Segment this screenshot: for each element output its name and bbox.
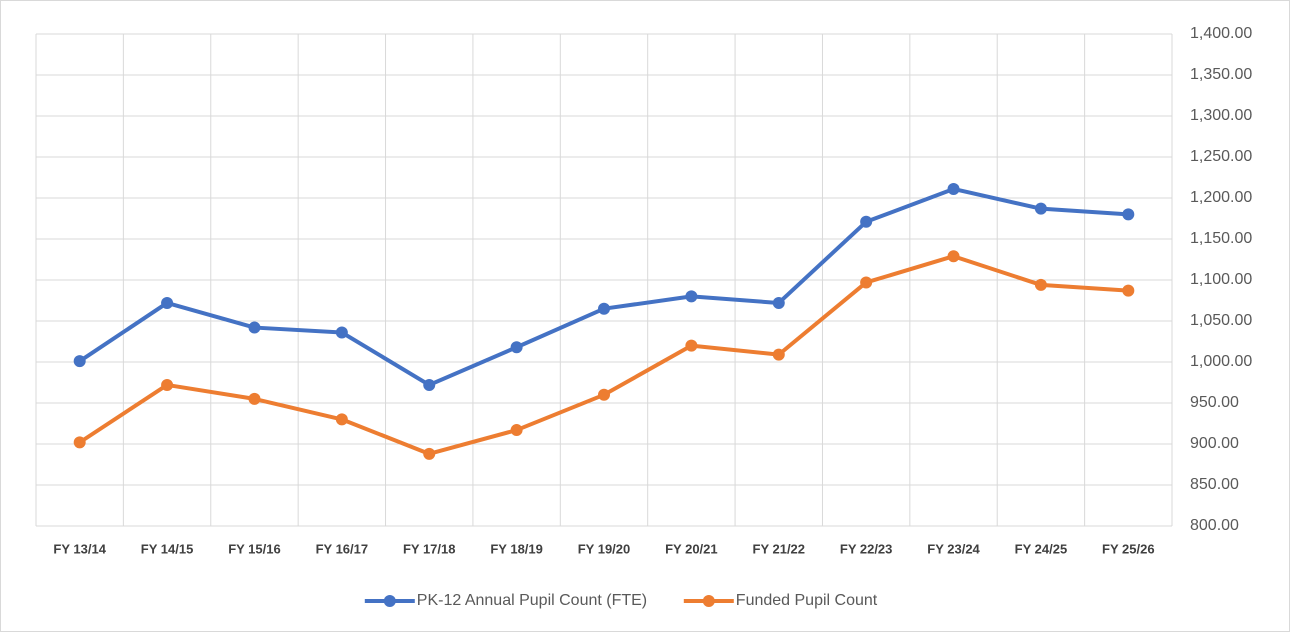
series-marker [161,296,174,309]
series-marker [947,182,960,195]
series-marker [510,341,523,354]
series-marker [335,413,348,426]
series-marker [73,355,86,368]
y-tick-label: 1,100.00 [1190,271,1252,288]
y-tick-label: 850.00 [1190,476,1239,493]
x-tick-label: FY 17/18 [403,541,456,556]
series-marker [423,447,436,460]
y-tick-label: 1,200.00 [1190,189,1252,206]
series-marker [248,321,261,334]
series-marker [860,215,873,228]
series-marker [248,392,261,405]
series-marker [598,302,610,315]
x-tick-label: FY 21/22 [753,541,806,556]
series-marker [860,276,873,289]
x-tick-label: FY 23/24 [927,541,980,556]
legend-label: Funded Pupil Count [736,592,878,609]
y-tick-label: 1,350.00 [1190,66,1252,83]
series-marker [772,296,785,309]
series-marker [1034,202,1047,215]
y-tick-label: 1,000.00 [1190,353,1252,370]
x-tick-label: FY 15/16 [228,541,281,556]
y-tick-label: 950.00 [1190,394,1239,411]
y-tick-label: 1,050.00 [1190,312,1252,329]
y-tick-label: 1,250.00 [1190,148,1252,165]
y-tick-label: 1,150.00 [1190,230,1252,247]
series-marker [161,378,174,391]
series-marker [335,326,348,339]
series-marker [423,378,436,391]
series-marker [1122,284,1135,297]
series-marker [1034,278,1047,291]
y-tick-label: 1,300.00 [1190,107,1252,124]
x-tick-label: FY 20/21 [665,541,718,556]
series-marker [772,348,785,361]
series-marker [685,339,698,352]
series-marker [1122,208,1135,221]
x-tick-label: FY 22/23 [840,541,893,556]
legend-marker [383,595,396,607]
y-tick-label: 1,400.00 [1190,25,1252,42]
y-tick-label: 900.00 [1190,435,1239,452]
x-tick-label: FY 18/19 [490,541,543,556]
x-tick-label: FY 16/17 [316,541,369,556]
x-tick-label: FY 24/25 [1015,541,1068,556]
legend-marker [702,595,715,607]
series-marker [947,250,960,263]
y-tick-label: 800.00 [1190,517,1239,534]
x-tick-label: FY 25/26 [1102,541,1155,556]
x-tick-label: FY 19/20 [578,541,631,556]
series-marker [598,388,610,401]
legend-label: PK-12 Annual Pupil Count (FTE) [417,592,647,609]
series-marker [685,290,698,303]
series-marker [73,436,86,449]
series-marker [510,424,523,437]
x-tick-label: FY 13/14 [53,541,106,556]
x-tick-label: FY 14/15 [141,541,194,556]
